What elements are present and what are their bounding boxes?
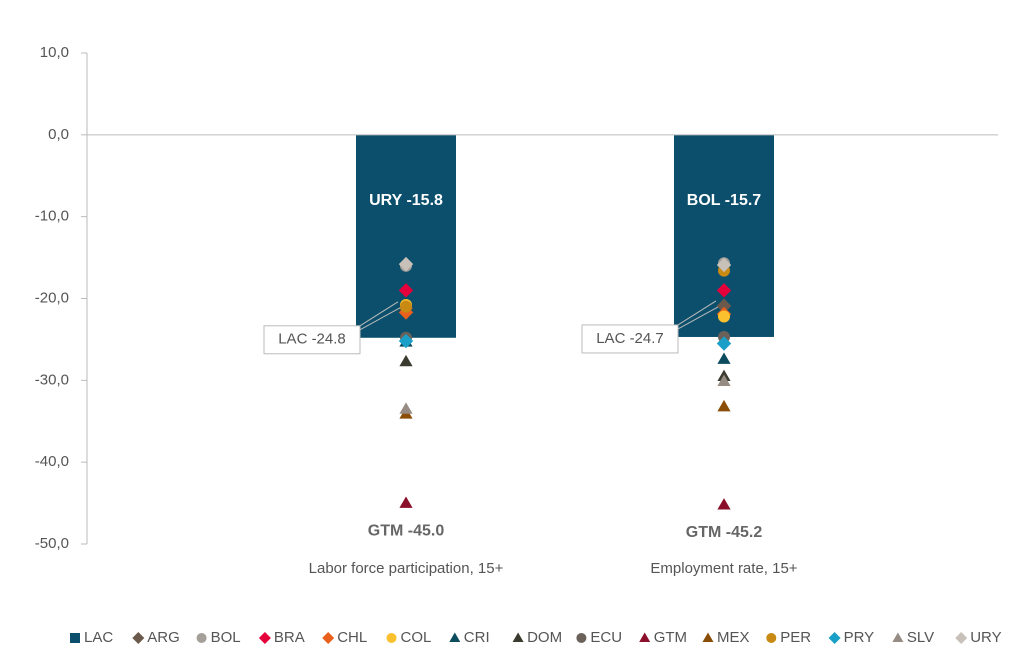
- x-tick-label: Labor force participation, 15+: [309, 560, 504, 577]
- label-box: [263, 325, 361, 355]
- data-label: GTM -45.0: [368, 522, 445, 539]
- y-tick-label: -50,0: [35, 535, 69, 552]
- marker: [717, 399, 731, 412]
- y-tick-label: -30,0: [35, 371, 69, 388]
- marker: [399, 402, 413, 414]
- marker: [398, 283, 414, 298]
- legend-marker: [449, 632, 461, 642]
- marker: [716, 257, 732, 273]
- legend-marker: [258, 632, 271, 644]
- y-tick-label: -20,0: [35, 289, 69, 306]
- marker: [718, 310, 730, 323]
- legend-marker: [892, 632, 904, 642]
- legend-marker: [766, 633, 777, 643]
- marker: [399, 354, 413, 367]
- marker: [399, 496, 413, 508]
- legend-marker: [512, 632, 524, 642]
- leader-line: [677, 306, 719, 330]
- marker: [716, 336, 732, 351]
- data-label: GTM -45.2: [686, 524, 763, 541]
- marker: [716, 298, 732, 314]
- legend-label: CRI: [464, 629, 490, 646]
- legend-marker: [386, 633, 397, 643]
- legend-label: URY: [970, 629, 1001, 646]
- label-box: [581, 324, 679, 354]
- legend-marker: [639, 632, 651, 642]
- legend-label: COL: [401, 629, 432, 646]
- legend-label: LAC: [84, 629, 113, 646]
- legend-marker: [955, 632, 968, 644]
- y-tick-label: -10,0: [35, 208, 69, 225]
- y-tick-label: 10,0: [40, 44, 69, 61]
- legend-marker: [196, 633, 207, 643]
- legend-label: SLV: [907, 629, 934, 646]
- legend-label: CHL: [337, 629, 367, 646]
- marker: [717, 498, 731, 510]
- legend-label: ARG: [147, 629, 180, 646]
- legend-label: MEX: [717, 629, 750, 646]
- legend-label: BRA: [274, 629, 305, 646]
- legend-marker: [576, 633, 587, 643]
- legend-marker: [70, 633, 80, 643]
- legend-label: DOM: [527, 629, 562, 646]
- x-tick-label: Employment rate, 15+: [650, 560, 797, 577]
- marker: [398, 333, 414, 349]
- leader-line: [359, 301, 399, 327]
- legend-marker: [322, 632, 335, 644]
- marker: [400, 300, 412, 313]
- y-tick-label: -40,0: [35, 453, 69, 470]
- legend-marker: [132, 632, 145, 644]
- marker: [717, 374, 731, 386]
- legend-label: PRY: [844, 629, 875, 646]
- marker: [716, 283, 732, 298]
- legend-marker: [702, 632, 714, 642]
- leader-line: [677, 300, 717, 326]
- leader-line: [359, 307, 401, 331]
- data-label: LAC -24.7: [596, 330, 664, 347]
- legend-label: ECU: [590, 629, 622, 646]
- legend-label: PER: [780, 629, 811, 646]
- data-label: URY -15.8: [369, 192, 443, 209]
- legend-label: BOL: [211, 629, 241, 646]
- legend-label: GTM: [654, 629, 687, 646]
- marker: [717, 352, 731, 364]
- y-tick-label: 0,0: [48, 126, 69, 143]
- data-label: LAC -24.8: [278, 331, 346, 348]
- marker: [398, 256, 414, 272]
- data-label: BOL -15.7: [687, 192, 762, 209]
- legend-marker: [828, 632, 841, 644]
